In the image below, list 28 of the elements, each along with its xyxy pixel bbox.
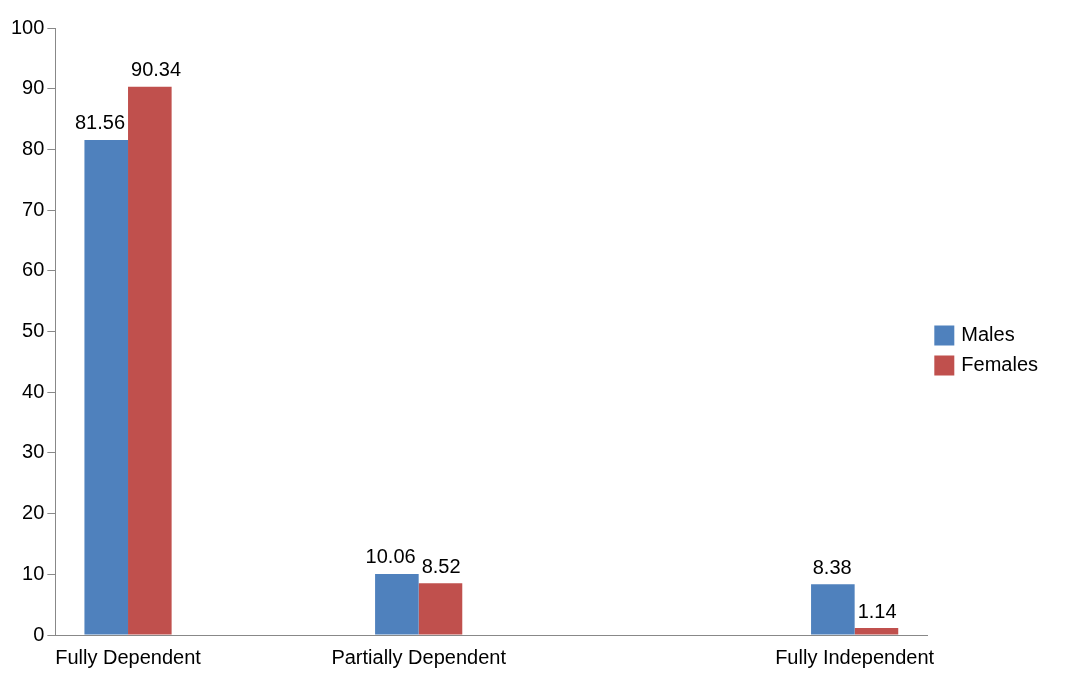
bar [375,573,419,635]
x-tick-label: Partially Dependent [331,645,507,668]
y-tick-label: 0 [33,622,45,645]
x-tick-label: Fully Independent [775,645,935,668]
bar [128,86,172,635]
y-tick-label: 90 [22,76,45,99]
data-label: 8.38 [812,555,852,578]
data-label: 1.14 [857,599,897,622]
bar [854,628,899,635]
y-tick-label: 50 [22,319,45,342]
data-label: 10.06 [365,545,416,568]
y-tick-label: 100 [10,15,45,38]
y-tick-label: 40 [22,379,45,402]
data-label: 81.56 [74,111,126,134]
x-tick-label: Fully Dependent [55,645,202,668]
legend-label: Females [961,353,1039,376]
bar [84,139,129,635]
y-tick-label: 30 [22,440,45,463]
y-tick-label: 70 [22,197,45,220]
bar [811,584,855,635]
y-tick-label: 10 [22,561,45,584]
data-label: 90.34 [131,58,182,81]
bar [418,583,463,635]
data-label: 8.52 [421,554,461,577]
y-tick-label: 20 [22,501,45,524]
y-tick-label: 80 [22,136,45,159]
y-tick-label: 60 [22,258,45,281]
legend-label: Males [961,323,1015,346]
